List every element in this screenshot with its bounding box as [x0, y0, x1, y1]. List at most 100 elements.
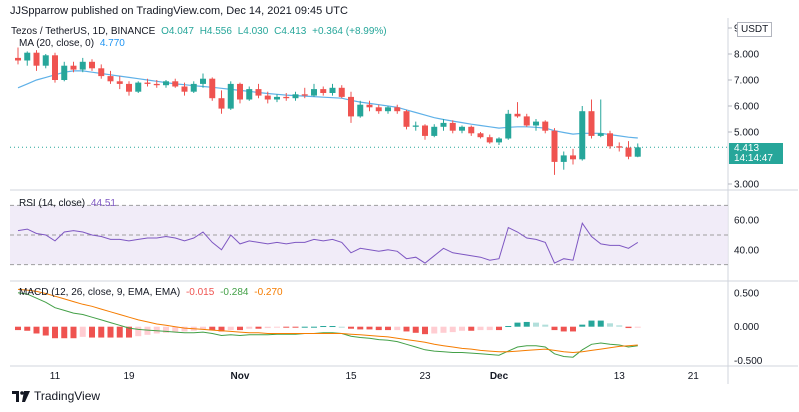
ma-legend: MA (20, close, 0) 4.770: [19, 38, 128, 49]
macd-histogram-bar: [126, 326, 132, 338]
candle-body: [551, 130, 558, 162]
tradingview-logo-icon: [12, 390, 30, 402]
macd-tick-label: 0.000: [734, 322, 759, 333]
candle-body: [301, 94, 308, 96]
publisher-header: JJSpparrow published on TradingView.com,…: [10, 5, 348, 17]
candle-body: [163, 81, 169, 86]
candle-body: [181, 86, 188, 92]
candle-body: [24, 52, 31, 61]
candle-body: [496, 138, 502, 143]
candle-body: [366, 104, 373, 108]
candle: [153, 80, 160, 88]
macd-label[interactable]: MACD (12, 26, close, 9, EMA, EMA): [19, 287, 181, 298]
candle-body: [33, 52, 40, 66]
macd-histogram-bar: [496, 326, 502, 331]
candle: [385, 106, 391, 114]
candle: [292, 91, 299, 101]
candle-body: [283, 96, 290, 99]
price-tick-label: 3.000: [734, 180, 759, 191]
candle-body: [98, 68, 105, 77]
candle: [616, 142, 623, 152]
macd-histogram-bar: [33, 326, 40, 334]
macd-histogram-bar: [459, 326, 465, 331]
candle: [579, 106, 586, 161]
macd-histogram-bar: [218, 326, 225, 332]
candle-body: [79, 61, 86, 70]
macd-histogram-bar: [403, 326, 410, 332]
candle-body: [579, 111, 586, 160]
macd-histogram-bar: [237, 326, 243, 331]
candle: [625, 141, 632, 160]
candle-body: [144, 82, 151, 84]
candle: [366, 100, 373, 112]
macd-histogram-bar: [486, 326, 493, 331]
ma-label[interactable]: MA (20, close, 0): [19, 38, 95, 49]
candle: [246, 86, 253, 101]
candle: [338, 85, 345, 99]
candle: [264, 91, 271, 104]
candle: [496, 137, 502, 145]
macd-histogram-bar: [542, 324, 549, 327]
candle: [477, 132, 484, 139]
candle: [274, 94, 280, 103]
macd-histogram-bar: [560, 326, 567, 332]
symbol-label[interactable]: Tezos / TetherUS, 1D, BINANCE: [11, 26, 156, 37]
candle-body: [52, 55, 58, 80]
rsi-label[interactable]: RSI (14, close): [19, 198, 86, 209]
macd-histogram-bar: [551, 326, 558, 331]
time-tick-label: 11: [50, 371, 61, 382]
candle: [375, 104, 382, 114]
candle: [320, 86, 327, 96]
candle-body: [440, 122, 447, 127]
macd-histogram-bar: [533, 322, 539, 327]
candle: [412, 121, 419, 131]
macd-histogram-bar: [24, 326, 31, 331]
macd-histogram-bar: [70, 326, 77, 339]
last-price-badge: 4.413: [729, 143, 783, 154]
macd-histogram-bar: [505, 326, 512, 328]
candle-body: [394, 107, 401, 112]
macd-hist-value: -0.015: [185, 287, 215, 298]
candle-body: [255, 89, 262, 96]
candle: [163, 80, 169, 88]
candle: [607, 130, 613, 149]
candle-body: [209, 78, 216, 99]
time-tick-label: 19: [123, 371, 135, 382]
candle: [218, 90, 225, 114]
footer-brand[interactable]: TradingView: [12, 389, 100, 403]
candle: [70, 61, 77, 73]
candle-body: [15, 57, 21, 61]
macd-histogram-bar: [144, 326, 151, 335]
countdown-badge: 14:14:47: [729, 153, 783, 164]
candle: [560, 151, 567, 170]
candle: [301, 87, 308, 99]
macd-line-value: -0.284: [220, 287, 249, 298]
rsi-value: 44.51: [90, 198, 116, 209]
candle: [15, 47, 21, 65]
macd-histogram-bar: [200, 326, 206, 330]
candle: [52, 52, 58, 83]
close-value: C4.413: [274, 26, 307, 37]
candle-body: [468, 126, 475, 134]
candle-body: [264, 95, 271, 100]
candle-body: [227, 83, 234, 109]
macd-tick-label: 0.500: [734, 288, 759, 299]
currency-badge[interactable]: USDT: [737, 22, 773, 37]
macd-histogram-bar: [523, 321, 530, 327]
ma-value: 4.770: [99, 38, 125, 49]
candle-body: [588, 111, 595, 136]
candle: [357, 100, 364, 118]
candle-body: [533, 121, 539, 126]
price-tick-label: 5.000: [734, 128, 759, 139]
macd-histogram-bar: [42, 326, 49, 336]
macd-histogram-bar: [348, 326, 354, 329]
macd-legend: MACD (12, 26, close, 9, EMA, EMA) -0.015…: [19, 287, 286, 298]
macd-histogram-bar: [412, 326, 419, 333]
macd-histogram-bar: [209, 326, 216, 331]
price-tick-label: 6.000: [734, 102, 759, 113]
candle-body: [348, 96, 354, 117]
macd-histogram-bar: [579, 324, 586, 327]
candle-body: [311, 89, 317, 96]
ma-line: [17, 70, 638, 139]
